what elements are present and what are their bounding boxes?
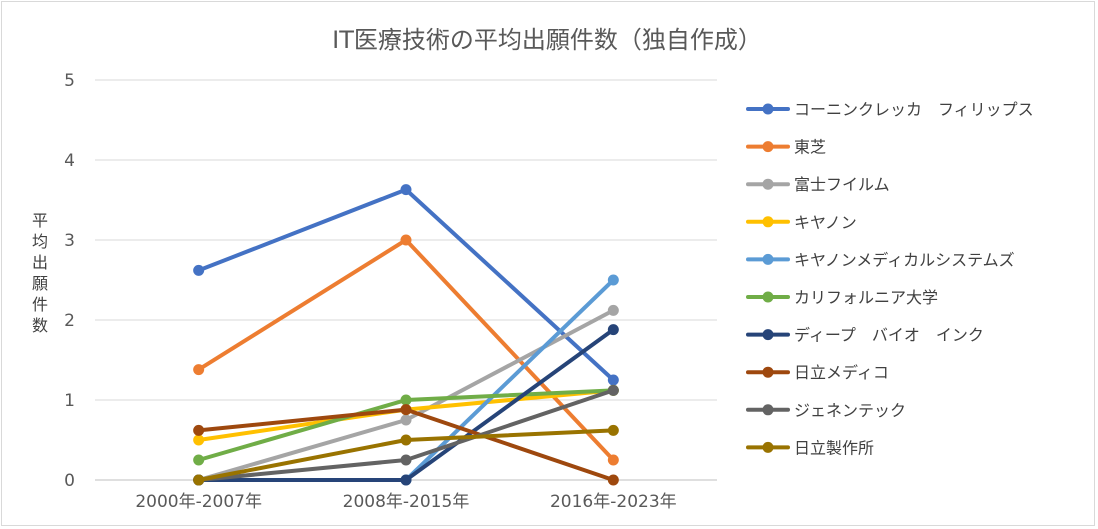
data-point: [400, 414, 412, 426]
series-line: [196, 187, 616, 382]
y-tick-label: 0: [64, 471, 75, 491]
data-point: [193, 264, 205, 276]
chart-title: IT医療技術の平均出願件数（独自作成）: [332, 26, 762, 54]
y-axis-label: 平均出願件数: [31, 211, 48, 335]
y-tick-label: 1: [64, 391, 75, 411]
legend-swatch-marker: [762, 404, 774, 416]
y-tick-label: 2: [64, 311, 75, 331]
legend-label: コーニンクレッカ フィリップス: [794, 100, 1034, 119]
data-point: [193, 424, 205, 436]
data-point: [607, 474, 619, 486]
data-point: [607, 424, 619, 436]
legend-swatch-marker: [762, 253, 774, 265]
legend-swatch-marker: [762, 216, 774, 228]
data-point: [193, 434, 205, 446]
y-tick-label: 3: [64, 231, 75, 251]
legend-swatch-marker: [762, 103, 774, 115]
data-point: [607, 454, 619, 466]
series-line: [196, 238, 616, 462]
legend-label: ジェネンテック: [794, 401, 906, 420]
data-point: [193, 364, 205, 376]
x-tick-label: 2008年-2015年: [343, 492, 470, 512]
x-tick-label: 2000年-2007年: [135, 492, 262, 512]
legend-swatch-marker: [762, 366, 774, 378]
data-point: [607, 384, 619, 396]
legend-label: ディープ バイオ インク: [794, 326, 984, 345]
data-point: [193, 454, 205, 466]
y-tick-label: 4: [64, 151, 75, 171]
x-tick-label: 2016年-2023年: [550, 492, 677, 512]
legend-label: キヤノン: [794, 213, 857, 232]
data-point: [400, 454, 412, 466]
data-point: [607, 274, 619, 286]
data-point: [400, 184, 412, 196]
data-point: [607, 324, 619, 336]
legend-label: 日立製作所: [794, 438, 874, 457]
y-tick-label: 5: [64, 71, 75, 91]
legend-swatch-marker: [762, 441, 774, 453]
legend-swatch-marker: [762, 178, 774, 190]
legend-label: 東芝: [794, 138, 826, 157]
data-point: [400, 474, 412, 486]
data-point: [400, 404, 412, 416]
data-point: [400, 434, 412, 446]
legend-label: キヤノンメディカルシステムズ: [794, 250, 1015, 269]
legend-swatch-marker: [762, 329, 774, 341]
data-point: [400, 234, 412, 246]
legend-swatch-marker: [762, 141, 774, 153]
data-point: [607, 374, 619, 386]
legend-label: カリフォルニア大学: [794, 288, 938, 307]
legend-swatch-marker: [762, 291, 774, 303]
series-line: [196, 278, 616, 482]
legend-label: 日立メディコ: [794, 363, 889, 382]
data-point: [400, 394, 412, 406]
data-point: [607, 304, 619, 316]
legend-label: 富士フイルム: [794, 175, 890, 194]
data-point: [193, 474, 205, 486]
